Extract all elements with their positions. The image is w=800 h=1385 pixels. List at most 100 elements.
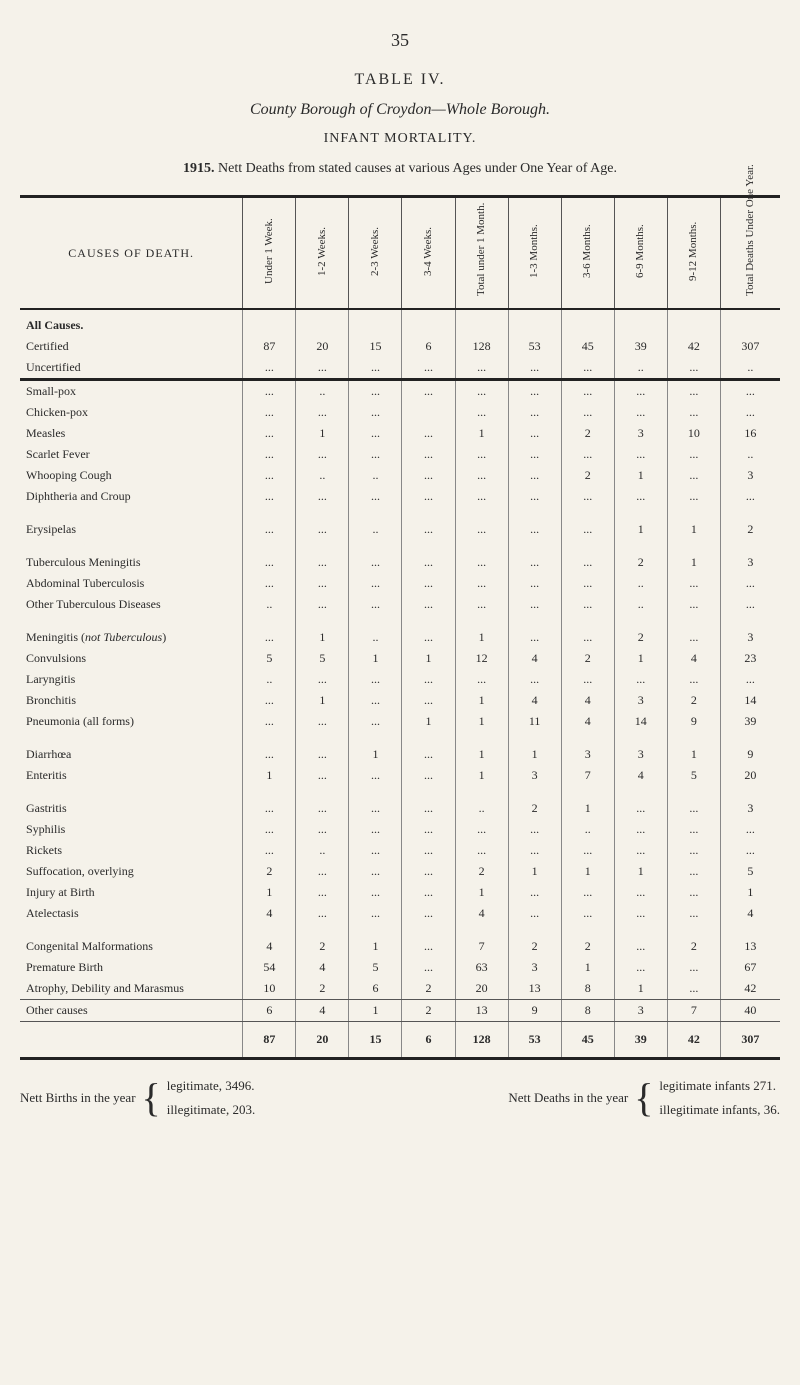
value-cell: ... (243, 486, 296, 507)
value-cell: .. (243, 594, 296, 615)
value-cell: 2 (402, 1000, 455, 1022)
value-cell: 2 (296, 978, 349, 1000)
value-cell: 7 (561, 765, 614, 786)
value-cell: .. (614, 573, 667, 594)
table-row: Uncertified............................ (20, 357, 780, 380)
cause-cell: Convulsions (20, 648, 243, 669)
value-cell: ... (455, 669, 508, 690)
value-cell (296, 309, 349, 336)
value-cell: ... (508, 819, 561, 840)
value-cell (402, 309, 455, 336)
value-cell: 67 (720, 957, 780, 978)
footer: Nett Births in the year { legitimate, 34… (20, 1078, 780, 1118)
header-col-3: 3-4 Weeks. (402, 197, 455, 310)
value-cell: 13 (455, 1000, 508, 1022)
value-cell: ... (402, 552, 455, 573)
spacer (402, 540, 455, 552)
value-cell: 23 (720, 648, 780, 669)
table-number: TABLE IV. (20, 71, 780, 89)
value-cell: ... (243, 465, 296, 486)
value-cell: ... (349, 357, 402, 380)
value-cell: ... (349, 669, 402, 690)
spacer (455, 615, 508, 627)
value-cell: 1 (614, 519, 667, 540)
value-cell: 3 (508, 765, 561, 786)
brace-icon: { (142, 1082, 161, 1114)
table-row: Injury at Birth1.........1............1 (20, 882, 780, 903)
value-cell: ... (508, 627, 561, 648)
value-cell: ... (349, 573, 402, 594)
value-cell: 2 (508, 936, 561, 957)
table-row: Rickets............................. (20, 840, 780, 861)
spacer (243, 786, 296, 798)
value-cell: 13 (720, 936, 780, 957)
value-cell: ... (508, 444, 561, 465)
value-cell: 1 (296, 423, 349, 444)
value-cell: ... (667, 627, 720, 648)
brace-icon: { (634, 1082, 653, 1114)
value-cell: ... (720, 402, 780, 423)
value-cell: ... (402, 357, 455, 380)
table-row: Whooping Cough................21...3 (20, 465, 780, 486)
spacer (720, 615, 780, 627)
value-cell: 1 (349, 744, 402, 765)
cause-cell: Diarrhœa (20, 744, 243, 765)
value-cell: ... (667, 486, 720, 507)
value-cell (720, 309, 780, 336)
value-cell: 4 (508, 648, 561, 669)
value-cell: ... (455, 552, 508, 573)
cause-cell: Meningitis (not Tuberculous) (20, 627, 243, 648)
cause-cell: Atrophy, Debility and Marasmus (20, 978, 243, 1000)
value-cell: ... (243, 690, 296, 711)
value-cell: 5 (720, 861, 780, 882)
value-cell (455, 309, 508, 336)
value-cell: 1 (508, 744, 561, 765)
table-row: Diphtheria and Croup....................… (20, 486, 780, 507)
value-cell: 2 (508, 798, 561, 819)
totals-value: 307 (720, 1022, 780, 1059)
value-cell: ... (561, 669, 614, 690)
footer-right-item-1: illegitimate infants, 36. (659, 1102, 780, 1118)
value-cell: 11 (508, 711, 561, 732)
value-cell: ... (402, 380, 455, 403)
spacer (349, 507, 402, 519)
value-cell: ... (296, 744, 349, 765)
value-cell: ... (243, 573, 296, 594)
spacer (667, 615, 720, 627)
value-cell: 4 (720, 903, 780, 924)
cause-cell: Bronchitis (20, 690, 243, 711)
value-cell: ... (296, 711, 349, 732)
value-cell: 3 (614, 690, 667, 711)
value-cell: 2 (667, 690, 720, 711)
value-cell: ... (508, 423, 561, 444)
value-cell: ... (614, 444, 667, 465)
value-cell: ... (667, 861, 720, 882)
value-cell: 3 (720, 798, 780, 819)
value-cell: ... (243, 798, 296, 819)
value-cell: 15 (349, 336, 402, 357)
value-cell: 4 (243, 903, 296, 924)
spacer (561, 924, 614, 936)
header-col-0: Under 1 Week. (243, 197, 296, 310)
value-cell: ... (614, 882, 667, 903)
value-cell: 3 (720, 465, 780, 486)
value-cell: ... (561, 627, 614, 648)
value-cell: 39 (720, 711, 780, 732)
footer-left: Nett Births in the year { legitimate, 34… (20, 1078, 255, 1118)
value-cell: ... (402, 840, 455, 861)
spacer (508, 540, 561, 552)
value-cell: ... (455, 357, 508, 380)
spacer (243, 507, 296, 519)
value-cell: ... (667, 840, 720, 861)
value-cell: ... (614, 957, 667, 978)
value-cell: ... (296, 357, 349, 380)
value-cell: ... (243, 519, 296, 540)
value-cell: ... (349, 861, 402, 882)
value-cell: ... (508, 903, 561, 924)
value-cell: 8 (561, 978, 614, 1000)
spacer (561, 507, 614, 519)
value-cell: ... (508, 380, 561, 403)
value-cell: 3 (720, 552, 780, 573)
value-cell: ... (243, 711, 296, 732)
value-cell: 45 (561, 336, 614, 357)
